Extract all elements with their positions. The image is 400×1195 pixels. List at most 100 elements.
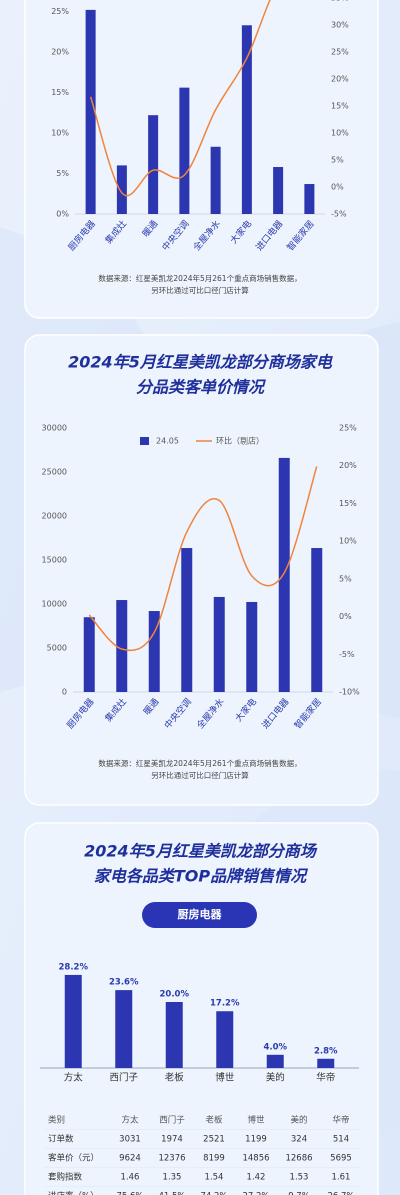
bar	[210, 146, 221, 214]
y2-tick-label: -5%	[339, 650, 355, 659]
bar	[273, 167, 284, 214]
bar	[266, 1054, 284, 1068]
bar	[165, 1002, 183, 1068]
table-cell: 1.53	[290, 1173, 309, 1183]
bar	[246, 601, 258, 692]
category-button[interactable]	[142, 902, 257, 928]
card	[24, 0, 379, 319]
y2-tick-label: 15%	[339, 499, 357, 508]
table-cell: 进店率（%）	[48, 1191, 99, 1195]
y-tick-label: 10000	[42, 600, 67, 609]
chart-title: 分品类客单价情况	[136, 378, 266, 397]
y2-tick-label: 30%	[331, 21, 349, 30]
y-tick-label: 0%	[56, 210, 69, 219]
source-note: 数据来源：红星美凯龙2024年5月261个重点商场销售数据，	[98, 273, 301, 283]
y-tick-label: 0	[62, 688, 67, 697]
y2-tick-label: 35%	[331, 0, 349, 3]
table-header: 方太	[121, 1115, 139, 1126]
table-cell: 1.46	[121, 1173, 140, 1183]
bar	[278, 457, 290, 692]
table-cell: 1.35	[163, 1173, 182, 1183]
table-cell: 1.61	[332, 1173, 351, 1183]
x-tick-label: 美的	[266, 1072, 285, 1084]
x-tick-label: 博世	[215, 1072, 235, 1084]
y2-tick-label: 20%	[331, 75, 349, 84]
y2-tick-label: 10%	[339, 537, 357, 546]
table-cell: 5695	[330, 1154, 352, 1164]
bar	[115, 990, 133, 1068]
y-tick-label: 5%	[56, 169, 69, 178]
y-tick-label: 30000	[42, 424, 67, 433]
value-label: 28.2%	[59, 962, 89, 972]
y-tick-label: 20%	[51, 48, 69, 57]
bar	[213, 596, 225, 692]
table-header: 华帝	[332, 1115, 349, 1126]
value-label: 20.0%	[160, 990, 190, 1000]
x-tick-label: 老板	[165, 1072, 185, 1084]
table-cell: 12376	[158, 1154, 185, 1164]
y2-tick-label: 25%	[331, 48, 349, 57]
chart-title: 2024年5月红星美凯龙部分商场家电	[68, 353, 334, 372]
legend-label: 环比（剔店）	[216, 436, 264, 446]
table-cell: 14856	[242, 1154, 269, 1164]
y2-tick-label: -10%	[339, 688, 360, 697]
bar	[64, 974, 82, 1068]
bar	[148, 115, 159, 214]
table-header: 西门子	[159, 1115, 185, 1126]
table-cell: 2521	[203, 1135, 225, 1145]
table-cell: 324	[291, 1135, 307, 1145]
y2-tick-label: 0%	[339, 612, 352, 621]
y2-tick-label: 5%	[339, 574, 352, 583]
bar	[116, 600, 128, 692]
chart-title: 家电各品类TOP品牌销售情况	[94, 867, 308, 886]
y-tick-label: 15000	[42, 556, 67, 565]
y-tick-label: 25%	[51, 7, 69, 16]
table-cell: 1.42	[247, 1173, 266, 1183]
table-header: 类别	[48, 1115, 65, 1126]
table-cell: 27.2%	[242, 1192, 269, 1195]
bar	[116, 165, 127, 214]
table-header: 老板	[205, 1115, 223, 1126]
y2-tick-label: 10%	[331, 129, 349, 138]
table-cell: 1.54	[205, 1173, 224, 1183]
chart-title: 2024年5月红星美凯龙部分商场	[84, 842, 318, 861]
bar	[317, 1058, 335, 1068]
table-header: 博世	[247, 1115, 265, 1126]
table-cell: 9.7%	[288, 1192, 310, 1195]
x-tick-label: 方太	[64, 1072, 84, 1084]
y2-tick-label: 0%	[331, 183, 344, 192]
bar	[181, 548, 193, 692]
value-label: 4.0%	[263, 1042, 287, 1052]
y-tick-label: 15%	[51, 88, 69, 97]
source-note: 数据来源：红星美凯龙2024年5月261个重点商场销售数据，	[98, 758, 301, 768]
table-cell: 12686	[285, 1154, 312, 1164]
table-cell: 1974	[161, 1135, 183, 1145]
line	[89, 0, 271, 197]
y2-tick-label: 25%	[339, 424, 357, 433]
table-cell: 26.7%	[327, 1192, 354, 1195]
table-cell: 1199	[245, 1135, 267, 1145]
table-cell: 9624	[119, 1154, 141, 1164]
table-cell: 3031	[119, 1135, 141, 1145]
table-cell: 514	[333, 1135, 349, 1145]
category-button-label[interactable]: 厨房电器	[178, 907, 223, 921]
value-label: 2.8%	[314, 1046, 338, 1056]
table-cell: 75.6%	[116, 1192, 143, 1195]
y-tick-label: 20000	[42, 512, 67, 521]
y2-tick-label: 15%	[331, 102, 349, 111]
y-tick-label: 5000	[47, 644, 67, 653]
y-tick-label: 10%	[51, 129, 69, 138]
x-tick-label: 华帝	[316, 1072, 335, 1084]
line	[88, 466, 318, 652]
card	[24, 334, 379, 806]
value-label: 23.6%	[109, 978, 139, 988]
table-cell: 套购指数	[48, 1172, 83, 1183]
table-cell: 8199	[203, 1154, 225, 1164]
table-cell: 订单数	[48, 1134, 74, 1145]
y2-tick-label: 20%	[339, 461, 357, 470]
source-note: 另环比通过可比口径门店计算	[151, 285, 249, 295]
y2-tick-label: -5%	[331, 210, 347, 219]
bar	[216, 1011, 234, 1068]
